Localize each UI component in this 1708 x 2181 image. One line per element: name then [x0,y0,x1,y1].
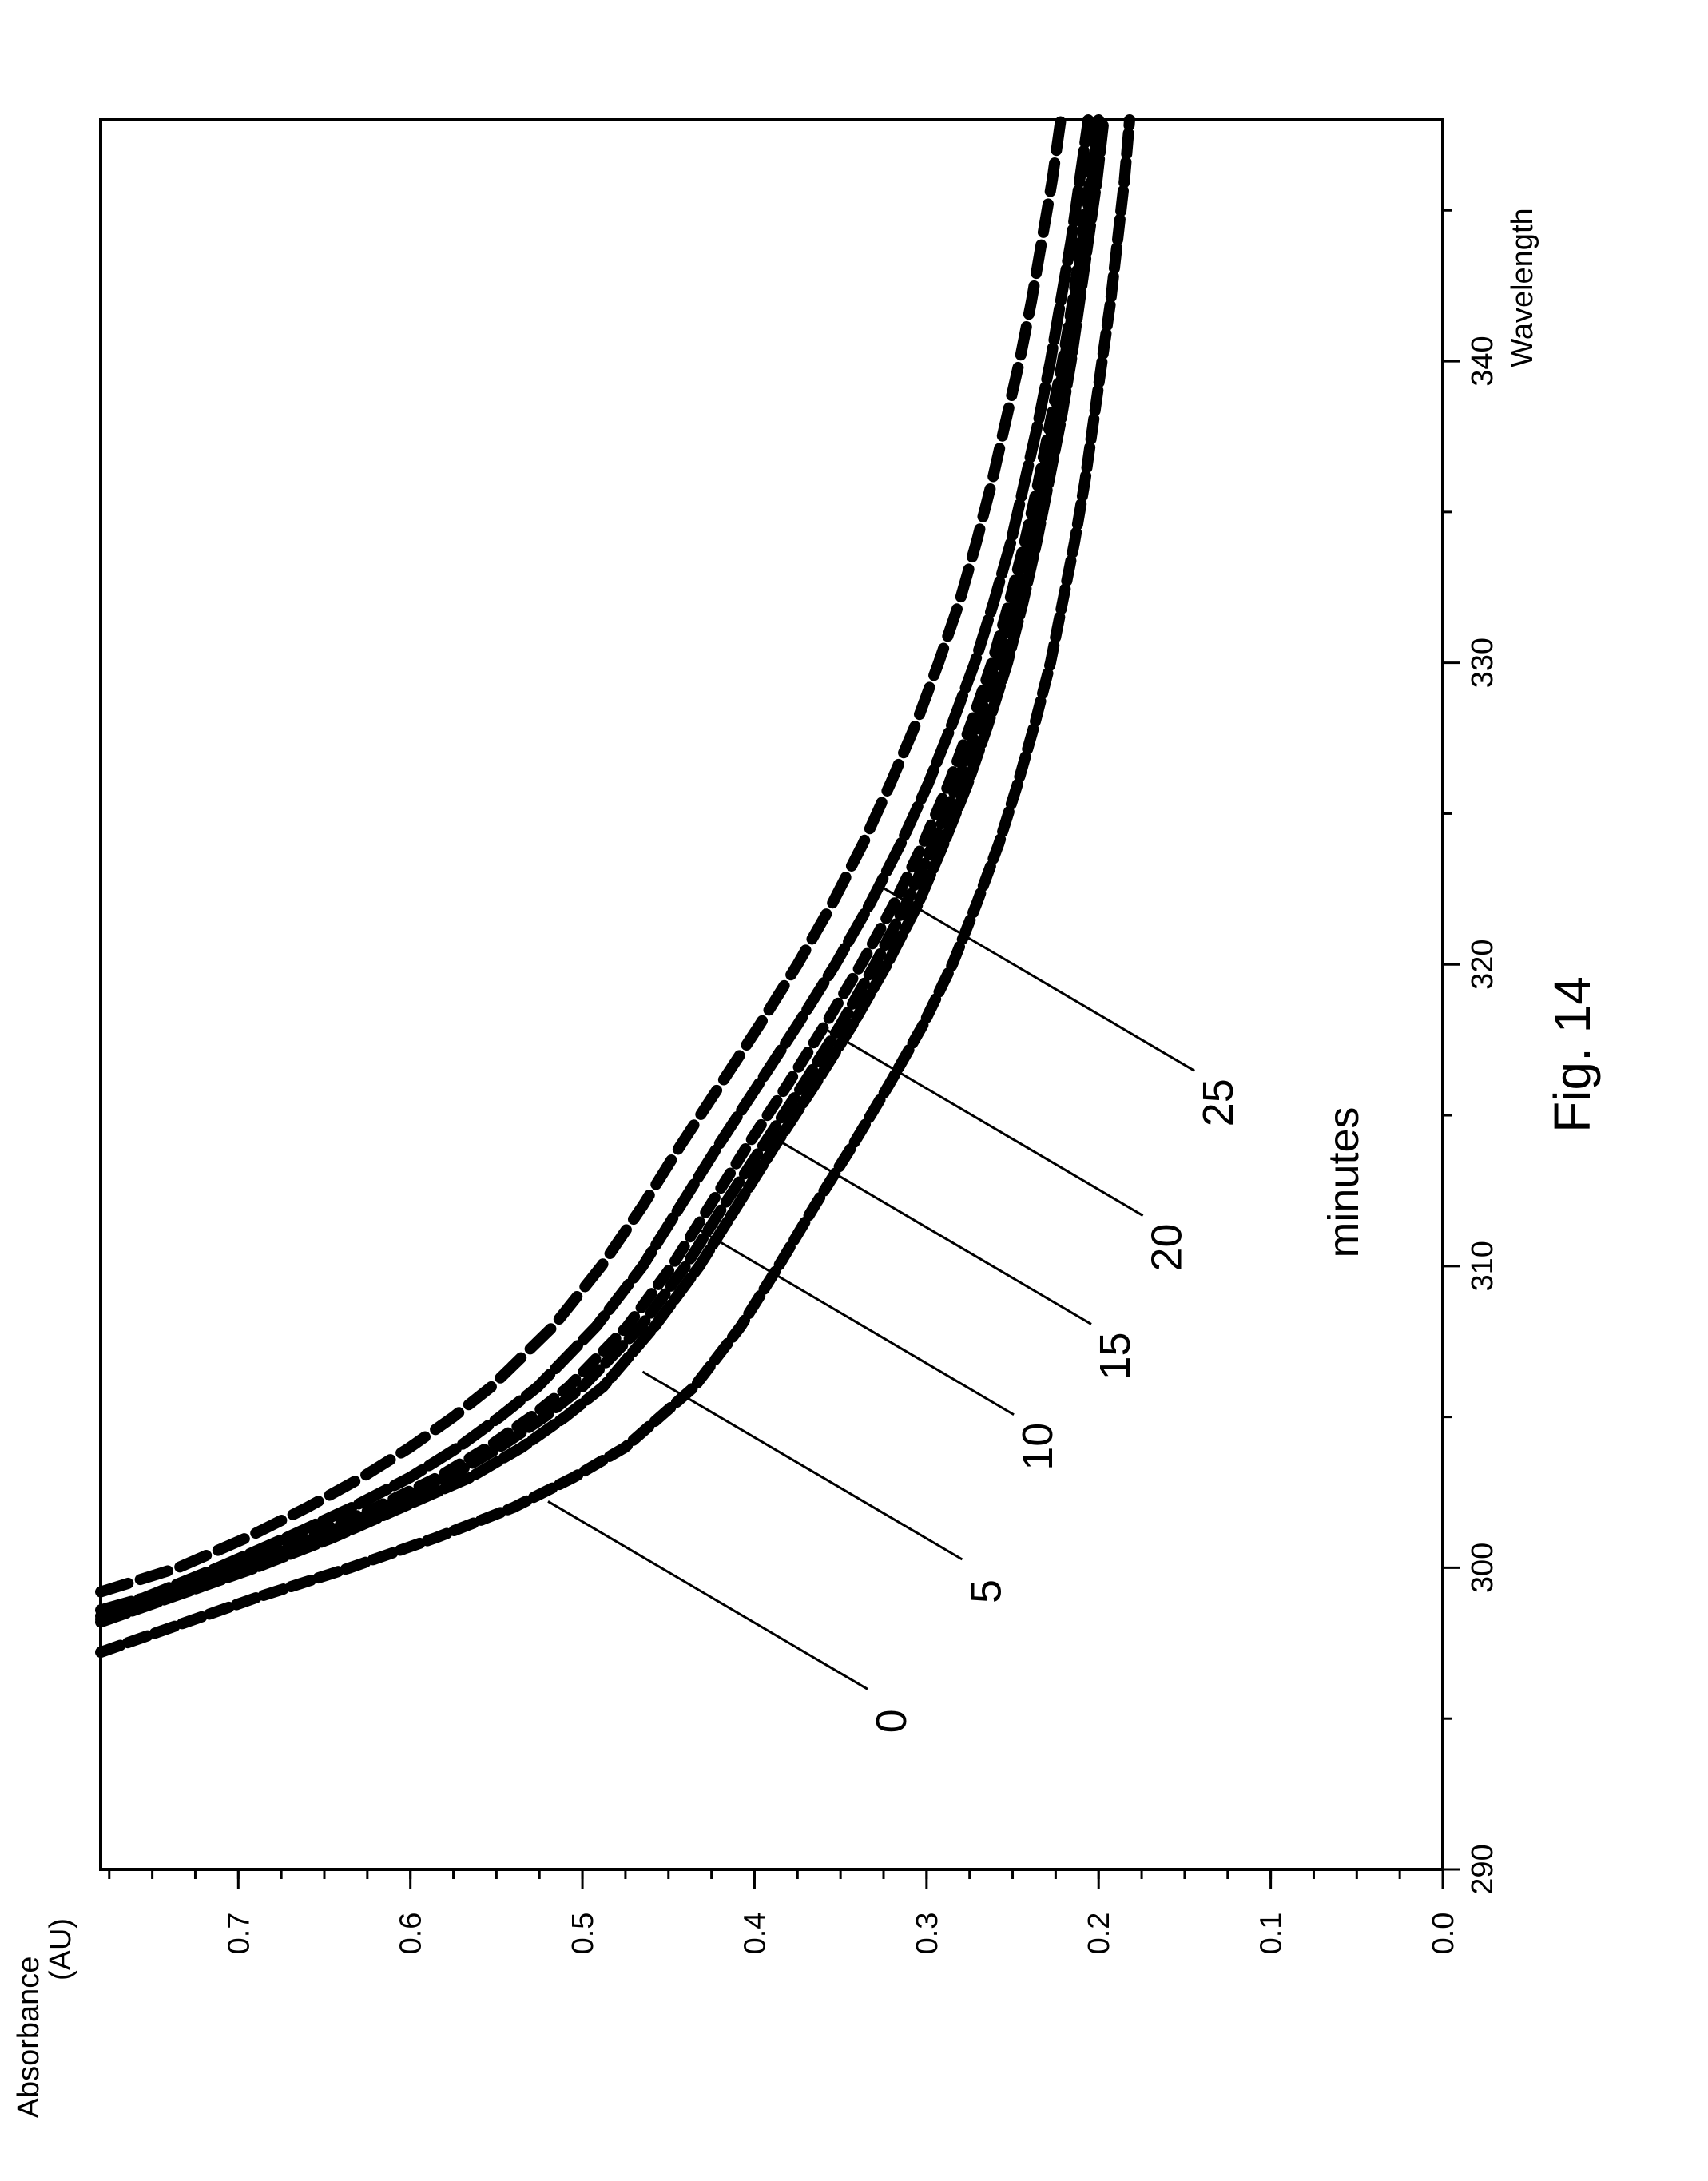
y-tick-label: 0.5 [566,1913,600,1955]
x-tick-label: 340 [1466,336,1499,386]
series-line-0 [95,114,1135,1659]
x-tick-label: 300 [1466,1543,1499,1593]
series-label-5: 5 [962,1579,1010,1603]
series-labels: 0 5 10 15 20 25 [868,1079,1242,1733]
plot-frame [99,118,1444,1871]
series-layer [95,114,1135,1659]
y-tick-label: 0.4 [738,1913,772,1955]
series-label-10: 10 [1014,1423,1062,1471]
leader-line-0 [547,1500,868,1690]
series-line-15 [95,114,1105,1625]
series-line-5 [95,114,1110,1628]
y-axis-title-line1: Absorbance [12,1957,46,2119]
series-line-25 [95,114,1067,1598]
y-tick-label: 0.1 [1255,1913,1289,1955]
leader-line-15 [771,1135,1092,1325]
minutes-label: minutes [1320,1106,1368,1257]
figure-caption: Fig. 14 [1543,976,1601,1133]
y-tick-label: 0.7 [222,1913,256,1955]
y-tick-label: 0.0 [1427,1913,1460,1955]
series-line-20 [95,114,1094,1616]
series-label-0: 0 [868,1709,916,1733]
y-tick-label: 0.3 [911,1913,944,1955]
x-axis-title: Wavelength [1506,208,1539,367]
y-tick-label: 0.6 [395,1913,428,1955]
x-axis: 290 300 310 320 330 340 [1443,209,1499,1895]
series-label-15: 15 [1091,1332,1139,1380]
leader-line-25 [874,881,1195,1072]
leader-line-10 [693,1226,1015,1416]
leader-line-5 [641,1370,963,1561]
y-tick-label: 0.2 [1082,1913,1116,1955]
x-tick-label: 330 [1466,638,1499,688]
series-label-20: 20 [1143,1223,1191,1271]
x-tick-label: 290 [1466,1844,1499,1894]
x-tick-label: 320 [1466,940,1499,990]
x-tick-label: 310 [1466,1241,1499,1291]
y-axis: 0.0 0.1 0.2 0.3 0.4 0.5 0.6 0.7 [108,1869,1460,1955]
y-axis-title-line2: (AU) [44,1918,77,1980]
series-label-25: 25 [1194,1079,1242,1126]
leader-line-20 [822,1027,1144,1217]
leader-lines [547,881,1195,1690]
